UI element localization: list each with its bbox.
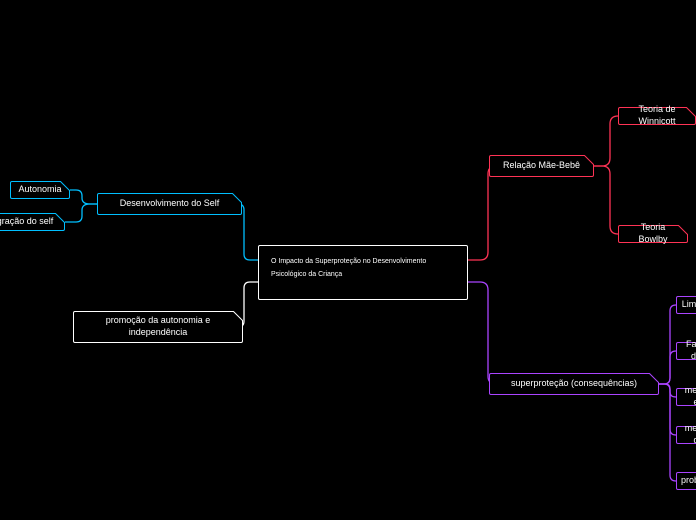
node-faltade[interactable]: Falta de (676, 342, 696, 360)
node-label: Relação Mãe-Bebê (503, 160, 580, 172)
node-label: Desenvolvimento do Self (120, 198, 220, 210)
node-label: promoção da autonomia e independência (84, 315, 232, 338)
node-medoe[interactable]: medo e (676, 388, 696, 406)
node-superprotecao[interactable]: superproteção (consequências) (489, 373, 659, 395)
node-relacao[interactable]: Relação Mãe-Bebê (489, 155, 594, 177)
mindmap-canvas: O Impacto da Superproteção no Desenvolvi… (0, 0, 696, 520)
fold-corner-icon (584, 155, 594, 165)
node-label: problen (681, 475, 696, 487)
node-label: medo d (685, 423, 696, 446)
node-medod[interactable]: medo d (676, 426, 696, 444)
node-limitac[interactable]: Limitaç (676, 296, 696, 314)
fold-corner-icon (233, 311, 243, 321)
fold-corner-icon (60, 181, 70, 191)
node-promocao[interactable]: promoção da autonomia e independência (73, 311, 243, 343)
node-label: egração do self (0, 216, 53, 228)
fold-corner-icon (232, 193, 242, 203)
node-label: Falta de (686, 339, 696, 362)
node-label: O Impacto da Superproteção no Desenvolvi… (271, 256, 455, 281)
node-center[interactable]: O Impacto da Superproteção no Desenvolvi… (258, 245, 468, 300)
node-label: Teoria Bowlby (629, 222, 677, 245)
node-label: superproteção (consequências) (511, 378, 637, 390)
node-label: Limitaç (682, 299, 696, 311)
fold-corner-icon (649, 373, 659, 383)
node-label: medo e (685, 385, 696, 408)
node-winnicott[interactable]: Teoria de Winnicott (618, 107, 696, 125)
node-autonomia[interactable]: Autonomia (10, 181, 70, 199)
fold-corner-icon (55, 213, 65, 223)
node-bowlby[interactable]: Teoria Bowlby (618, 225, 688, 243)
node-label: Teoria de Winnicott (629, 104, 685, 127)
node-problen[interactable]: problen (676, 472, 696, 490)
fold-corner-icon (686, 107, 696, 117)
node-label: Autonomia (18, 184, 61, 196)
fold-corner-icon (678, 225, 688, 235)
node-egracao[interactable]: egração do self (0, 213, 65, 231)
node-devself[interactable]: Desenvolvimento do Self (97, 193, 242, 215)
